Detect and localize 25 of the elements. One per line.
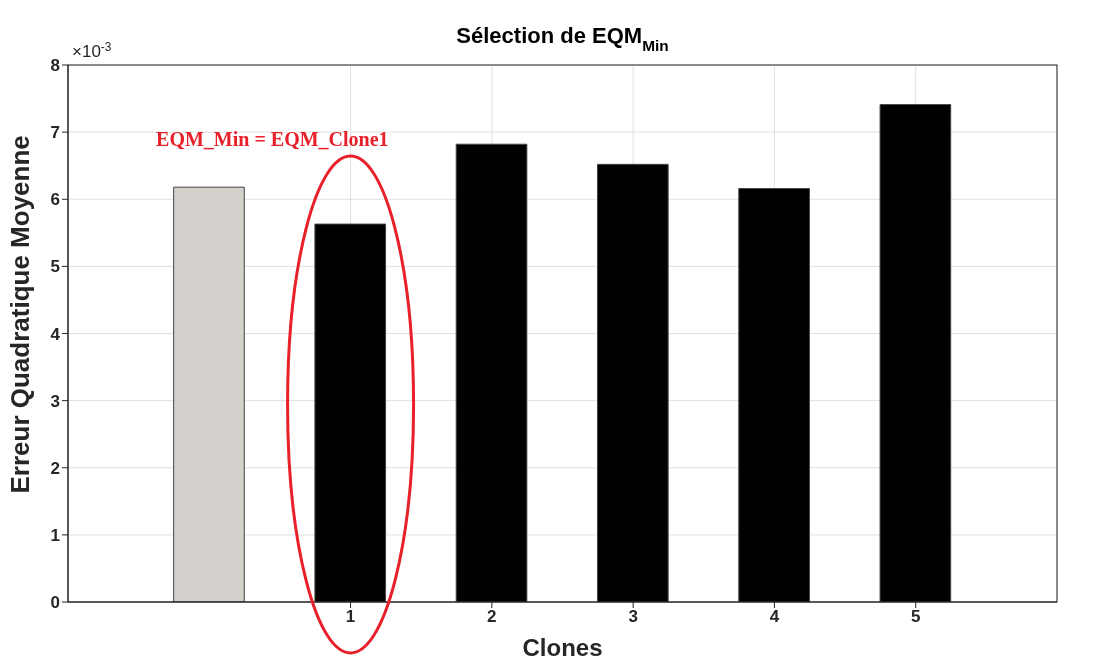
bar (173, 186, 245, 602)
y-tick-label: 7 (50, 123, 60, 143)
bar (879, 104, 952, 602)
y-tick-label: 3 (50, 391, 60, 411)
x-tick-label: 4 (769, 607, 780, 627)
y-tick-label: 5 (50, 257, 60, 277)
bar (455, 143, 528, 602)
y-tick-label: 0 (50, 593, 60, 613)
x-axis-title: Clones (522, 634, 603, 661)
x-tick-label: 2 (487, 607, 497, 627)
y-axis-title: Erreur Quadratique Moyenne (5, 135, 36, 494)
y-tick-label: 2 (50, 458, 60, 478)
x-tick-label: 5 (910, 607, 921, 627)
y-tick-label: 1 (50, 525, 60, 545)
bar (314, 223, 387, 602)
bar (738, 188, 810, 602)
y-tick-label: 6 (50, 190, 60, 210)
text: ×10$^{-3}$ (72, 40, 112, 61)
bar (597, 163, 669, 602)
y-tick-label: 4 (50, 324, 61, 344)
y-tick-label: 8 (50, 56, 60, 76)
annotation: EQM_Min = EQM_Clone1 (156, 128, 389, 151)
x-tick-label: 3 (628, 607, 638, 627)
x-tick-label: 1 (345, 607, 356, 627)
chart-title: Sélection de EQM$_{Min}$ (456, 23, 669, 54)
